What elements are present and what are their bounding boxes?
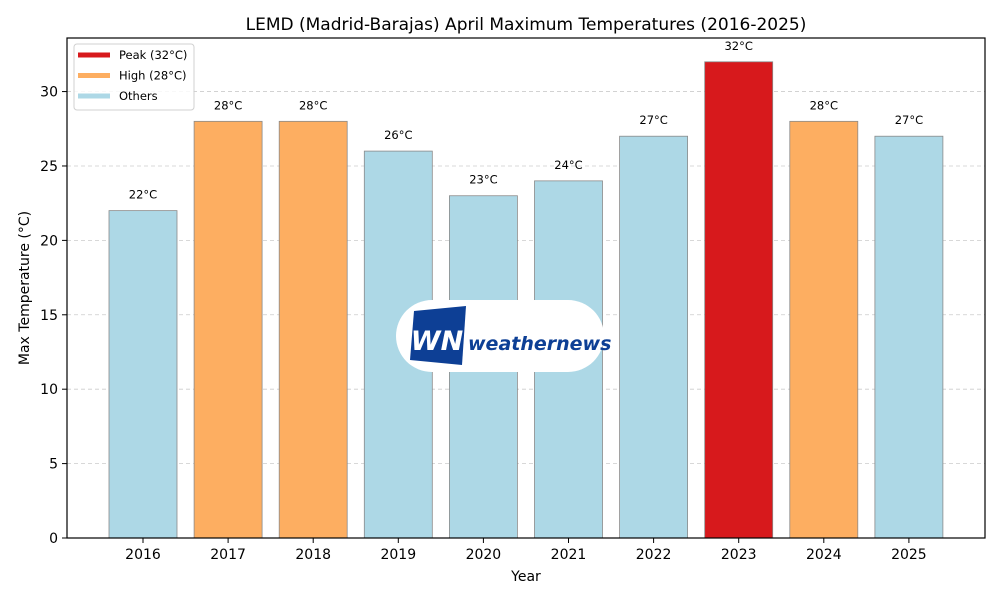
chart-title: LEMD (Madrid-Barajas) April Maximum Temp… <box>246 15 807 35</box>
x-tick-label: 2021 <box>551 547 587 563</box>
y-tick-label: 15 <box>40 308 58 324</box>
y-axis-label: Max Temperature (°C) <box>17 211 33 365</box>
data-labels: 22°C 28°C 28°C 26°C 23°C 24°C 27°C 32°C 28°C 27°C <box>129 39 923 202</box>
y-tick-label: 10 <box>40 382 58 398</box>
data-label: 28°C <box>299 98 327 112</box>
x-tick-label: 2019 <box>380 547 416 563</box>
x-tick-label: 2022 <box>636 547 672 563</box>
data-label: 32°C <box>724 39 752 53</box>
y-tick-label: 25 <box>40 159 58 175</box>
svg-text:WN: WN <box>411 326 464 357</box>
x-axis-label: Year <box>510 569 541 585</box>
weathernews-watermark: WN weathernews <box>396 300 611 372</box>
bar-2018 <box>278 120 348 539</box>
data-label: 28°C <box>810 98 838 112</box>
y-tick-label: 5 <box>49 457 58 473</box>
x-tick-label: 2016 <box>125 547 161 563</box>
data-label: 27°C <box>895 113 923 127</box>
bar-2024 <box>789 120 859 539</box>
x-tick-label: 2020 <box>466 547 502 563</box>
bar-2016 <box>108 210 178 539</box>
legend-label: Peak (32°C) <box>119 48 187 62</box>
legend-label: High (28°C) <box>119 69 186 83</box>
data-label: 27°C <box>639 113 667 127</box>
plot-frame <box>66 37 986 539</box>
wn-logo-icon: WN <box>410 306 466 365</box>
bars <box>108 61 944 539</box>
legend-swatch-high <box>78 73 110 78</box>
x-tick-label: 2017 <box>210 547 246 563</box>
y-axis: 0 5 10 15 20 25 30 <box>40 85 67 547</box>
data-label: 22°C <box>129 188 157 202</box>
bar-2017 <box>193 120 263 539</box>
x-tick-label: 2023 <box>721 547 757 563</box>
bar-2025 <box>874 135 944 539</box>
data-label: 28°C <box>214 98 242 112</box>
x-tick-label: 2025 <box>891 547 927 563</box>
brand-text: weathernews <box>468 333 611 355</box>
legend-label: Others <box>119 89 158 103</box>
y-tick-label: 0 <box>49 531 58 547</box>
bar-2022 <box>619 135 688 539</box>
data-label: 23°C <box>469 173 497 187</box>
data-label: 26°C <box>384 128 412 142</box>
x-tick-label: 2018 <box>295 547 331 563</box>
y-tick-label: 30 <box>40 85 58 101</box>
legend-swatch-others <box>78 93 110 99</box>
bar-2023 <box>704 61 774 539</box>
y-tick-label: 20 <box>40 233 58 249</box>
x-tick-label: 2024 <box>806 547 842 563</box>
x-axis: 2016 2017 2018 2019 2020 2021 2022 2023 2024 2025 <box>125 538 927 563</box>
legend-swatch-peak <box>78 52 110 58</box>
legend: Peak (32°C) High (28°C) Others <box>73 43 195 111</box>
data-label: 24°C <box>554 158 582 172</box>
